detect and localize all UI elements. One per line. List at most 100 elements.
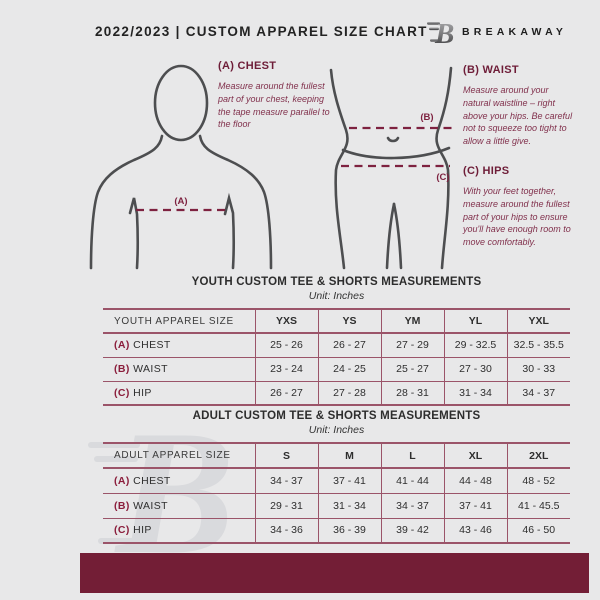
- waist-measure-label: (B): [420, 112, 433, 123]
- row-label-waist: (B) WAIST: [114, 499, 168, 512]
- hips-figure: (B) (C): [329, 66, 454, 270]
- watermark-bar: [98, 538, 138, 544]
- chest-instruction: (A) CHEST Measure around the fullest par…: [218, 60, 336, 131]
- figure-left-armpit-line: [128, 197, 140, 270]
- size-header-xl: XL: [443, 443, 507, 468]
- adult-table-title: ADULT CUSTOM TEE & SHORTS MEASUREMENTS: [192, 410, 481, 422]
- cell-value: 34 - 37: [506, 381, 570, 405]
- size-header-yl: YL: [443, 309, 507, 333]
- chest-instruction-heading: (A) CHEST: [218, 60, 277, 72]
- cell-value: 32.5 - 35.5: [506, 333, 570, 357]
- figure-navel: [386, 136, 400, 143]
- row-label-hip: (C) HIP: [114, 386, 152, 399]
- figure-right-shoulder-arm: [198, 134, 273, 270]
- cell-value: 46 - 50: [506, 518, 570, 543]
- figure-right-armpit-line: [223, 192, 236, 270]
- adult-size-column-header: ADULT APPAREL SIZE: [114, 450, 231, 461]
- cell-value: 31 - 34: [443, 381, 507, 405]
- cell-value: 29 - 31: [254, 493, 318, 518]
- brand-name: BREAKAWAY: [462, 26, 568, 38]
- figure-right-side: [435, 66, 453, 270]
- torso-figure: (A): [89, 64, 273, 270]
- breakaway-logo-icon: B: [427, 18, 454, 49]
- size-header-s: S: [254, 443, 318, 468]
- size-header-yxs: YXS: [254, 309, 318, 333]
- watermark-bar: [94, 456, 138, 462]
- size-header-yxl: YXL: [506, 309, 570, 333]
- cell-value: 37 - 41: [317, 468, 381, 493]
- cell-value: 48 - 52: [506, 468, 570, 493]
- cell-value: 41 - 44: [380, 468, 444, 493]
- waist-instruction-text: Measure around your natural waistline – …: [463, 85, 573, 147]
- size-header-m: M: [317, 443, 381, 468]
- hips-instruction-text: With your feet together, measure around …: [463, 186, 571, 248]
- cell-value: 34 - 36: [254, 518, 318, 543]
- page-title: 2022/2023 | CUSTOM APPAREL SIZE CHART: [95, 24, 428, 39]
- table-row-waist: (B) WAIST 29 - 31 31 - 34 34 - 37 37 - 4…: [103, 493, 570, 518]
- cell-value: 34 - 37: [254, 468, 318, 493]
- watermark-bar: [88, 442, 140, 448]
- cell-value: 30 - 33: [506, 357, 570, 381]
- cell-value: 27 - 28: [317, 381, 381, 405]
- watermark-logo: B: [88, 393, 235, 591]
- footer-accent-bar: [80, 553, 589, 593]
- waist-instruction-heading: (B) WAIST: [463, 64, 519, 76]
- cell-value: 26 - 27: [317, 333, 381, 357]
- adult-header-row: ADULT APPAREL SIZE S M L XL 2XL: [103, 443, 570, 468]
- row-label-chest: (A) CHEST: [114, 474, 171, 487]
- youth-section: YOUTH CUSTOM TEE & SHORTS MEASUREMENTS U…: [103, 276, 570, 406]
- chest-instruction-text: Measure around the fullest part of your …: [218, 81, 330, 130]
- adult-section: ADULT CUSTOM TEE & SHORTS MEASUREMENTS U…: [103, 410, 570, 544]
- youth-header-row: YOUTH APPAREL SIZE YXS YS YM YL YXL: [103, 309, 570, 333]
- row-label-hip: (C) HIP: [114, 524, 152, 537]
- hips-instruction-heading: (C) HIPS: [463, 165, 510, 177]
- cell-value: 34 - 37: [380, 493, 444, 518]
- chest-measure-label: (A): [174, 196, 187, 207]
- cell-value: 31 - 34: [317, 493, 381, 518]
- cell-value: 44 - 48: [443, 468, 507, 493]
- cell-value: 29 - 32.5: [443, 333, 507, 357]
- figure-left-inner-leg: [385, 202, 396, 270]
- row-label-waist: (B) WAIST: [114, 363, 168, 375]
- table-row-waist: (B) WAIST 23 - 24 24 - 25 25 - 27 27 - 3…: [103, 357, 570, 381]
- adult-table-unit: Unit: Inches: [308, 424, 365, 436]
- row-label-chest: (A) CHEST: [114, 339, 171, 352]
- adult-size-table: ADULT APPAREL SIZE S M L XL 2XL (A) CHES…: [103, 442, 570, 544]
- size-header-ym: YM: [380, 309, 444, 333]
- cell-value: 43 - 46: [443, 518, 507, 543]
- youth-size-table: YOUTH APPAREL SIZE YXS YS YM YL YXL (A) …: [103, 308, 570, 406]
- table-row-hip: (C) HIP 26 - 27 27 - 28 28 - 31 31 - 34 …: [103, 381, 570, 405]
- cell-value: 23 - 24: [254, 357, 318, 381]
- cell-value: 25 - 26: [254, 333, 318, 357]
- cell-value: 37 - 41: [443, 493, 507, 518]
- table-row-chest: (A) CHEST 25 - 26 26 - 27 27 - 29 29 - 3…: [103, 333, 570, 357]
- youth-table-title: YOUTH CUSTOM TEE & SHORTS MEASUREMENTS: [191, 276, 482, 288]
- cell-value: 41 - 45.5: [506, 493, 570, 518]
- figure-left-side: [329, 68, 349, 270]
- cell-value: 25 - 27: [380, 357, 444, 381]
- table-row-hip: (C) HIP 34 - 36 36 - 39 39 - 42 43 - 46 …: [103, 518, 570, 543]
- size-header-2xl: 2XL: [506, 443, 570, 468]
- cell-value: 27 - 30: [443, 357, 507, 381]
- size-header-l: L: [380, 443, 444, 468]
- table-row-chest: (A) CHEST 34 - 37 37 - 41 41 - 44 44 - 4…: [103, 468, 570, 493]
- waist-instruction: (B) WAIST Measure around your natural wa…: [463, 64, 575, 148]
- figure-head-outline: [153, 64, 209, 142]
- cell-value: 24 - 25: [317, 357, 381, 381]
- youth-table-unit: Unit: Inches: [308, 290, 365, 302]
- cell-value: 26 - 27: [254, 381, 318, 405]
- cell-value: 36 - 39: [317, 518, 381, 543]
- logo-letter: B: [434, 18, 454, 49]
- size-header-ys: YS: [317, 309, 381, 333]
- youth-size-column-header: YOUTH APPAREL SIZE: [114, 315, 234, 327]
- hips-instruction: (C) HIPS With your feet together, measur…: [463, 165, 581, 249]
- figure-left-shoulder-arm: [89, 134, 164, 270]
- cell-value: 28 - 31: [380, 381, 444, 405]
- figure-right-inner-leg: [392, 202, 403, 270]
- figure-waistband-curve: [341, 146, 451, 160]
- cell-value: 27 - 29: [380, 333, 444, 357]
- watermark-letter: B: [116, 393, 235, 591]
- cell-value: 39 - 42: [380, 518, 444, 543]
- hips-measure-label: (C): [436, 172, 449, 183]
